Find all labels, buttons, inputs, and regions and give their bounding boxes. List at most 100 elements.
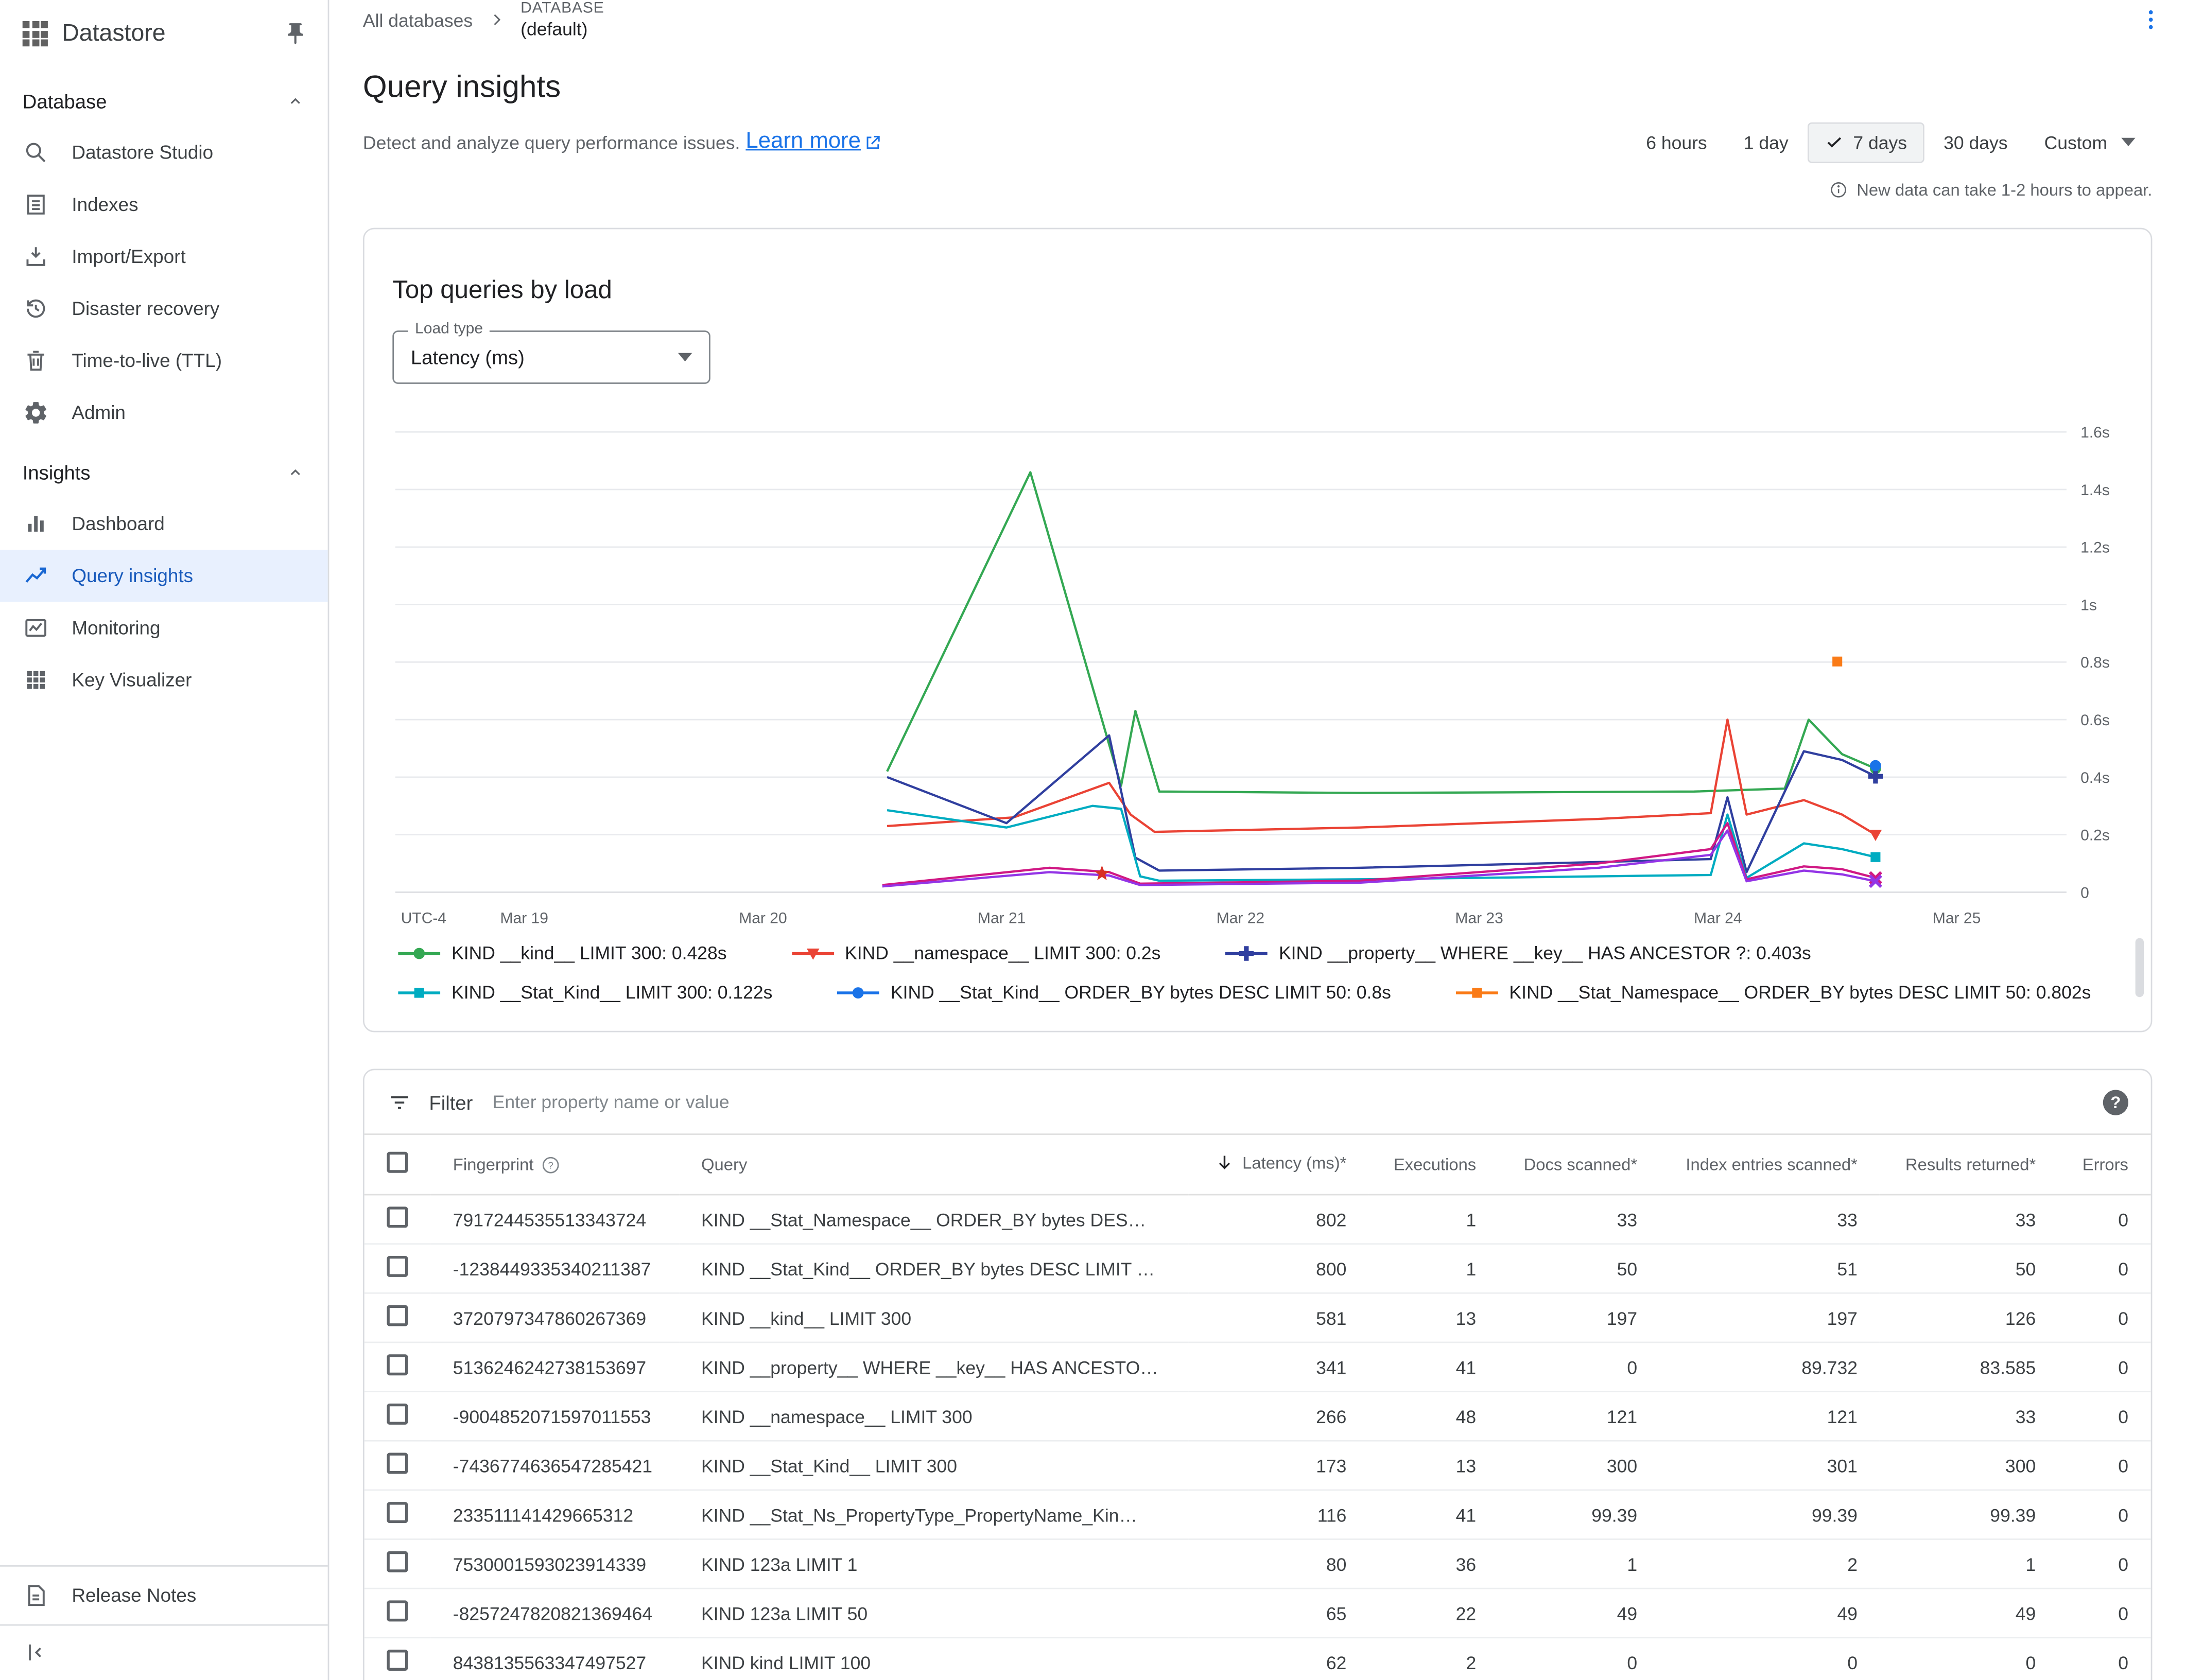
row-checkbox[interactable] [387, 1502, 408, 1524]
sidebar-item-disaster-recovery[interactable]: Disaster recovery [0, 283, 328, 335]
cell-results-returned: 33 [1880, 1391, 2058, 1442]
legend-item[interactable]: KIND __Stat_Kind__ LIMIT 300: 0.122s [398, 982, 772, 1003]
subtitle-row: Detect and analyze query performance iss… [363, 122, 2152, 163]
legend-scrollbar[interactable] [2135, 938, 2144, 997]
table-row[interactable]: -7436774636547285421 KIND __Stat_Kind__ L… [364, 1441, 2151, 1491]
sidebar-item-monitoring[interactable]: Monitoring [0, 602, 328, 654]
cell-query: KIND __Stat_Kind__ LIMIT 300 [679, 1441, 1189, 1491]
row-checkbox[interactable] [387, 1551, 408, 1572]
breadcrumb-all-databases[interactable]: All databases [362, 9, 473, 31]
sidebar-section-insights[interactable]: Insights [0, 439, 328, 498]
column-header-executions[interactable]: Executions [1369, 1135, 1499, 1196]
row-checkbox[interactable] [387, 1650, 408, 1671]
pin-icon[interactable] [283, 21, 308, 46]
row-checkbox[interactable] [387, 1206, 408, 1228]
column-header-results-returned[interactable]: Results returned* [1880, 1135, 2058, 1196]
row-checkbox[interactable] [387, 1305, 408, 1326]
time-range-custom[interactable]: Custom [2027, 122, 2153, 163]
more-options-icon[interactable] [2138, 8, 2163, 33]
legend-item[interactable]: KIND __namespace__ LIMIT 300: 0.2s [791, 942, 1160, 964]
legend-label: KIND __kind__ LIMIT 300: 0.428s [452, 942, 727, 964]
top-queries-chart[interactable]: 0 0.2s 0.4s 0.6s 0.8s 1s 1.2s 1.4s 1.6s UTC-4 Mar … [392, 403, 2123, 934]
learn-more-link[interactable]: Learn more [745, 130, 861, 154]
collapse-sidebar-button[interactable] [0, 1623, 328, 1680]
cell-errors: 0 [2058, 1490, 2151, 1541]
table-row[interactable]: -9004852071597011553 KIND __namespace__ L… [364, 1391, 2151, 1442]
cell-query: KIND 123a LIMIT 1 [679, 1539, 1189, 1589]
table-row[interactable]: 7917244535513343724 KIND __Stat_Namespace… [364, 1195, 2151, 1245]
table-row[interactable]: 7530001593023914339 KIND 123a LIMIT 1 80 36… [364, 1539, 2151, 1589]
cell-errors: 0 [2058, 1244, 2151, 1294]
cell-errors: 0 [2058, 1342, 2151, 1393]
legend-item[interactable]: KIND __property__ WHERE __key__ HAS ANCE… [1225, 942, 1811, 964]
release-notes-label: Release Notes [72, 1584, 197, 1606]
cell-query: KIND __property__ WHERE __key__ HAS ANCE… [679, 1342, 1189, 1393]
cell-latency-ms: 802 [1189, 1195, 1369, 1245]
row-checkbox[interactable] [387, 1452, 408, 1474]
time-range-1-day[interactable]: 1 day [1727, 122, 1805, 163]
chart-card-title: Top queries by load [392, 275, 612, 304]
column-header-fingerprint[interactable]: Fingerprint? [430, 1135, 679, 1196]
load-type-select[interactable]: Load type Latency (ms) [392, 320, 710, 384]
table-row[interactable]: 3720797347860267369 KIND __kind__ LIMIT 3… [364, 1293, 2151, 1343]
indexes-icon [23, 191, 49, 218]
filter-input[interactable] [490, 1090, 2087, 1114]
sidebar-item-datastore-studio[interactable]: Datastore Studio [0, 127, 328, 179]
fingerprint-help-icon[interactable]: ? [541, 1154, 562, 1175]
sidebar-item-label: Disaster recovery [72, 298, 220, 320]
sidebar-item-query-insights[interactable]: Query insights [0, 550, 328, 602]
column-header-latency-ms[interactable]: Latency (ms)* [1189, 1135, 1369, 1196]
time-range-6-hours[interactable]: 6 hours [1629, 122, 1724, 163]
column-header-index-entries-scanned[interactable]: Index entries scanned* [1659, 1135, 1880, 1196]
cell-docs-scanned: 1 [1498, 1539, 1660, 1589]
legend-item[interactable]: KIND __Stat_Kind__ ORDER_BY bytes DESC L… [837, 982, 1391, 1003]
cell-errors: 0 [2058, 1293, 2151, 1343]
sidebar-item-key-visualizer[interactable]: Key Visualizer [0, 654, 328, 706]
legend-item[interactable]: KIND __Stat_Namespace__ ORDER_BY bytes D… [1455, 982, 2091, 1003]
table-row[interactable]: 5136246242738153697 KIND __property__ WHE… [364, 1342, 2151, 1393]
sidebar-item-label: Monitoring [72, 617, 161, 639]
column-header-query[interactable]: Query [679, 1135, 1189, 1196]
table-row[interactable]: -8257247820821369464 KIND 123a LIMIT 50 65… [364, 1588, 2151, 1639]
cell-latency-ms: 800 [1189, 1244, 1369, 1294]
row-checkbox-cell [364, 1293, 431, 1343]
gear-icon [23, 399, 49, 426]
table-row[interactable]: -1238449335340211387 KIND __Stat_Kind__ O… [364, 1244, 2151, 1294]
sidebar-item-label: Admin [72, 402, 126, 424]
sidebar-item-indexes[interactable]: Indexes [0, 179, 328, 231]
row-checkbox[interactable] [387, 1404, 408, 1425]
sidebar-item-label: Time-to-live (TTL) [72, 350, 222, 372]
sidebar-item-admin[interactable]: Admin [0, 387, 328, 439]
legend-item[interactable]: KIND __kind__ LIMIT 300: 0.428s [398, 942, 727, 964]
sidebar-item-label: Indexes [72, 194, 138, 216]
filter-icon [387, 1089, 412, 1114]
row-checkbox[interactable] [387, 1600, 408, 1622]
column-header-docs-scanned[interactable]: Docs scanned* [1498, 1135, 1660, 1196]
sidebar-item-dashboard[interactable]: Dashboard [0, 498, 328, 550]
time-range-label: 6 hours [1646, 132, 1707, 153]
cell-docs-scanned: 99.39 [1498, 1490, 1660, 1541]
sidebar-item-import-export[interactable]: Import/Export [0, 231, 328, 283]
cell-fingerprint: -9004852071597011553 [430, 1391, 679, 1442]
svg-text:Mar 19: Mar 19 [500, 909, 548, 926]
legend-label: KIND __property__ WHERE __key__ HAS ANCE… [1278, 942, 1811, 964]
cell-query: KIND kind LIMIT 100 [679, 1638, 1189, 1680]
sidebar-item-time-to-live-ttl[interactable]: Time-to-live (TTL) [0, 335, 328, 387]
row-checkbox[interactable] [387, 1354, 408, 1376]
table-help-icon[interactable]: ? [2103, 1089, 2128, 1115]
time-range-7-days[interactable]: 7 days [1808, 122, 1924, 163]
top-queries-card: Top queries by load Load type Latency (m… [362, 227, 2153, 1032]
select-all-checkbox[interactable] [387, 1152, 408, 1173]
row-checkbox[interactable] [387, 1256, 408, 1277]
table-header-row: Fingerprint? Query Latency (ms)* Executions… [364, 1135, 2151, 1196]
time-range-30-days[interactable]: 30 days [1927, 122, 2024, 163]
column-header-errors[interactable]: Errors [2058, 1135, 2151, 1196]
sidebar-item-release-notes[interactable]: Release Notes [0, 1564, 328, 1624]
cell-results-returned: 50 [1880, 1244, 2058, 1294]
history-icon [23, 295, 49, 322]
chevron-up-icon [286, 92, 305, 111]
table-row[interactable]: 233511141429665312 KIND __Stat_Ns_Propert… [364, 1490, 2151, 1541]
sidebar-section-database[interactable]: Database [0, 67, 328, 127]
cell-docs-scanned: 33 [1498, 1195, 1660, 1245]
table-row[interactable]: 8438135563347497527 KIND kind LIMIT 100 62… [364, 1638, 2151, 1680]
